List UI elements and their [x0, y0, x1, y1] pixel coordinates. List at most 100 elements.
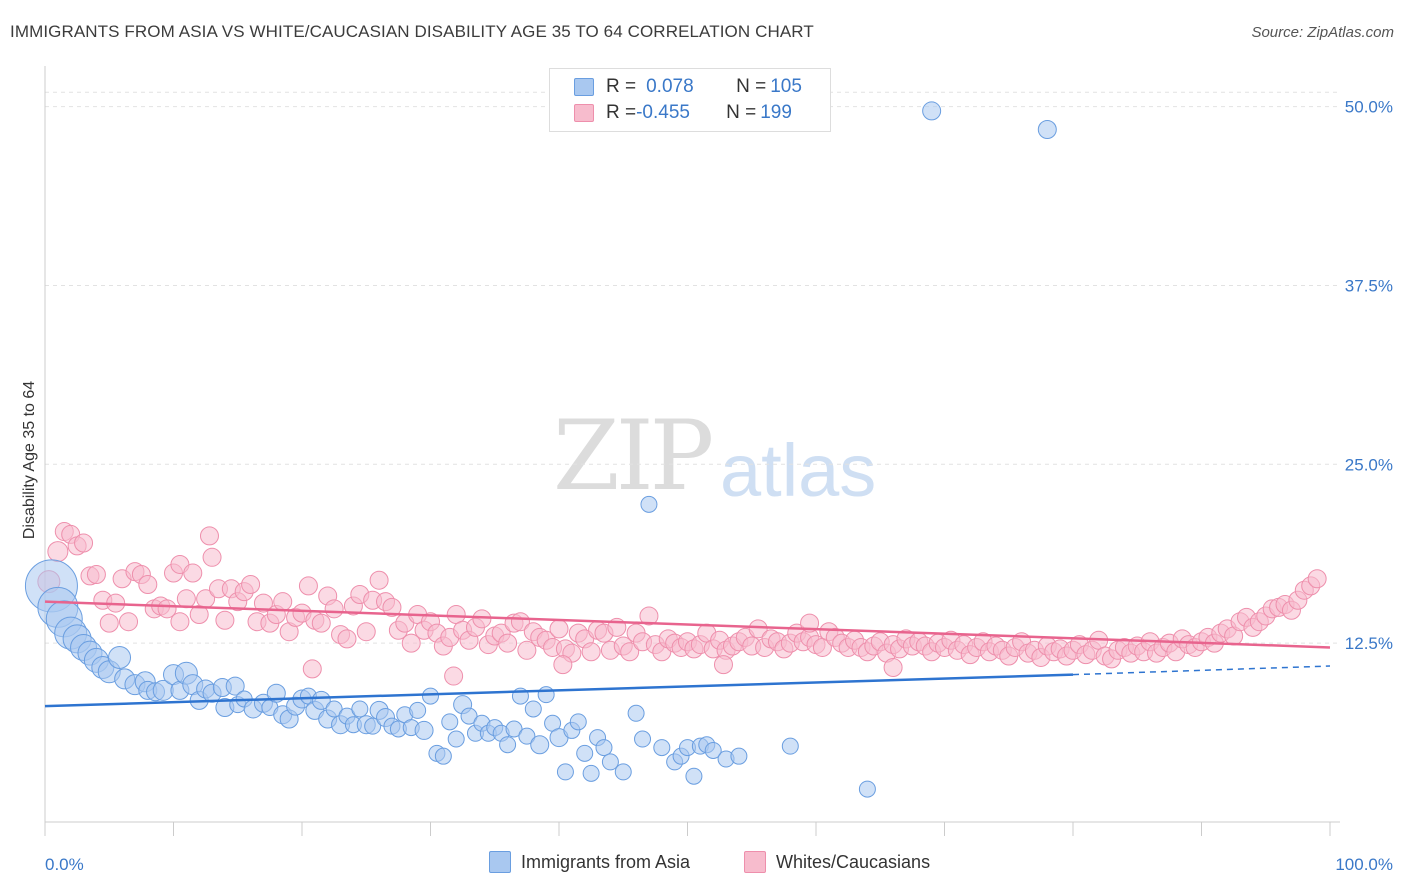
point-asia	[634, 730, 652, 748]
point-whites	[86, 564, 106, 584]
y-tick-label: 50.0%	[1345, 98, 1393, 117]
point-whites	[241, 574, 261, 594]
point-asia	[225, 676, 245, 696]
point-whites	[302, 659, 322, 679]
point-asia	[434, 747, 452, 765]
point-asia	[409, 701, 427, 719]
point-whites	[138, 574, 158, 594]
point-asia	[582, 764, 600, 782]
point-asia	[601, 753, 619, 771]
x-tick-label-right: 100.0%	[1335, 855, 1393, 874]
legend-r-label: R =	[606, 76, 637, 97]
point-whites	[883, 657, 903, 677]
point-whites	[324, 599, 344, 619]
point-whites	[157, 599, 177, 619]
point-whites	[498, 633, 518, 653]
point-asia	[704, 741, 722, 759]
point-asia	[364, 717, 382, 735]
point-asia	[556, 763, 574, 781]
bottom-legend-swatch-whites	[744, 851, 766, 873]
y-tick-label: 25.0%	[1345, 455, 1393, 474]
point-asia	[499, 736, 517, 754]
point-asia	[640, 495, 658, 513]
point-asia	[576, 744, 594, 762]
y-axis-label: Disability Age 35 to 64	[21, 381, 38, 539]
point-whites	[215, 610, 235, 630]
point-whites	[356, 622, 376, 642]
point-whites	[553, 655, 573, 675]
series-asia-points	[24, 101, 1057, 798]
watermark-atlas: atlas	[720, 429, 877, 512]
y-tick-label: 12.5%	[1345, 634, 1393, 653]
y-tick-label: 37.5%	[1345, 276, 1393, 295]
legend-row-whites: R = -0.455 N = 199	[574, 100, 792, 126]
point-whites	[549, 619, 569, 639]
point-whites	[74, 533, 94, 553]
point-asia	[460, 707, 478, 725]
point-asia	[685, 767, 703, 785]
point-asia	[351, 700, 369, 718]
point-whites	[517, 640, 537, 660]
point-asia	[537, 686, 555, 704]
point-asia	[311, 690, 331, 710]
point-asia	[569, 713, 587, 731]
bottom-legend-whites: Whites/Caucasians	[744, 851, 930, 873]
point-whites	[298, 576, 318, 596]
point-asia	[108, 645, 132, 669]
legend-r-label: R =	[606, 102, 637, 123]
trend-line-asia	[44, 673, 1074, 708]
legend: R = 0.078 N = 105 R = -0.455 N = 199	[549, 68, 831, 132]
trend-lines	[44, 600, 1331, 708]
point-asia	[422, 687, 439, 705]
legend-swatch-whites	[574, 104, 594, 122]
point-asia	[505, 720, 523, 738]
point-asia	[414, 720, 434, 740]
watermark-zip: ZIP	[553, 400, 714, 512]
point-whites	[202, 547, 222, 567]
point-asia	[858, 780, 876, 798]
series-whites-points	[37, 522, 1327, 686]
point-asia	[325, 700, 343, 718]
point-whites	[369, 570, 389, 590]
point-asia	[530, 735, 550, 755]
point-whites	[47, 541, 69, 563]
point-whites	[199, 526, 219, 546]
point-whites	[273, 592, 293, 612]
point-asia	[653, 739, 671, 757]
bottom-legend-asia: Immigrants from Asia	[489, 851, 690, 873]
bottom-legend-label-whites: Whites/Caucasians	[776, 851, 931, 872]
point-whites	[581, 642, 601, 662]
axis-labels: 12.5% 25.0% 37.5% 50.0% 0.0% 100.0% Disability…	[21, 98, 1393, 874]
bottom-legend-label-asia: Immigrants from Asia	[521, 851, 691, 872]
legend-n-value: 199	[760, 102, 792, 123]
point-asia	[614, 763, 632, 781]
point-whites	[99, 613, 119, 633]
point-whites	[176, 589, 196, 609]
trend-line-whites	[44, 600, 1331, 649]
point-asia	[627, 704, 645, 722]
point-whites	[253, 593, 273, 613]
legend-swatch-asia	[574, 78, 594, 96]
point-whites	[119, 612, 139, 632]
point-whites	[444, 666, 464, 686]
point-asia	[518, 727, 536, 745]
point-whites	[472, 609, 492, 629]
point-asia	[441, 713, 459, 731]
point-whites	[311, 613, 331, 633]
point-whites	[713, 655, 733, 675]
source-credit: Source: ZipAtlas.com	[1251, 24, 1394, 41]
gridlines	[45, 91, 1340, 644]
point-whites	[748, 619, 768, 639]
legend-row-asia: R = 0.078 N = 105	[574, 74, 802, 100]
axes	[44, 66, 1340, 836]
point-whites	[1307, 569, 1327, 589]
point-asia	[595, 739, 613, 757]
legend-r-value: -0.455	[636, 102, 690, 123]
point-asia	[524, 700, 542, 718]
legend-n-value: 105	[770, 76, 802, 97]
point-asia	[922, 101, 942, 121]
point-asia	[447, 730, 465, 748]
x-tick-label-left: 0.0%	[45, 855, 84, 874]
bottom-legend-swatch-asia	[489, 851, 511, 873]
